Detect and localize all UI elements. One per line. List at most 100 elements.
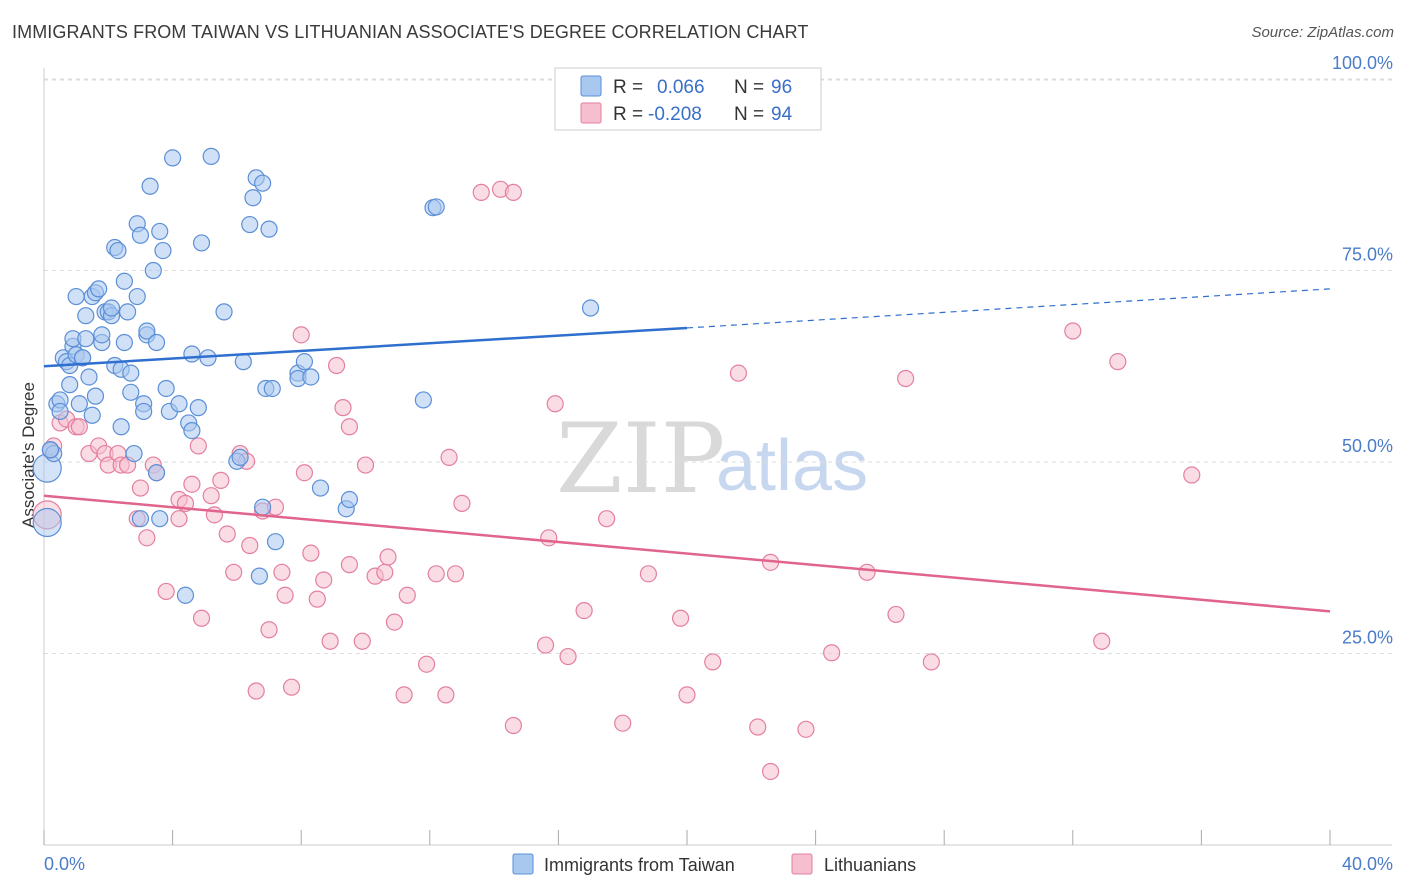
lithuanians-point: [273, 563, 291, 581]
lithuanians-point: [241, 536, 259, 555]
lithuanians-point: [453, 494, 471, 512]
lithuanians-point: [334, 399, 352, 417]
x-tick-label: 0.0%: [44, 854, 85, 874]
taiwan-point: [266, 533, 285, 551]
taiwan-point: [73, 349, 92, 367]
taiwan-point: [122, 364, 140, 382]
lithuanians-point: [575, 602, 593, 620]
lithuanians-point: [340, 418, 359, 436]
taiwan-point: [263, 379, 281, 398]
taiwan-point: [581, 299, 600, 317]
trend-line-taiwan-extension: [686, 288, 1331, 329]
lithuanians-point: [823, 644, 841, 662]
lithuanians-point: [131, 479, 150, 497]
legend-r-label: R =: [613, 104, 643, 125]
watermark-atlas: atlas: [716, 426, 868, 506]
legend-n-value: 96: [771, 77, 792, 98]
taiwan-point: [254, 174, 272, 192]
series-immigrants-from-taiwan: [32, 147, 600, 604]
lithuanians-point: [138, 529, 156, 547]
lithuanians-point: [671, 609, 690, 627]
lithuanians-point: [205, 506, 223, 524]
taiwan-point: [234, 353, 252, 371]
taiwan-point: [231, 448, 249, 467]
lithuanians-point: [1109, 353, 1127, 371]
lithuanians-point: [385, 613, 404, 631]
lithuanians-point: [922, 653, 940, 671]
lithuanians-point: [504, 716, 522, 735]
lithuanians-point: [761, 762, 780, 781]
lithuanians-point: [749, 718, 767, 736]
taiwan-point: [77, 307, 95, 325]
taiwan-point: [128, 287, 146, 306]
taiwan-point: [260, 220, 278, 238]
legend-n-label: N =: [734, 104, 764, 125]
legend-swatch-pink: [580, 102, 602, 124]
taiwan-point: [109, 241, 127, 260]
x-tick-labels: 0.0% 40.0%: [44, 854, 1393, 874]
taiwan-point: [70, 395, 88, 413]
lithuanians-point: [302, 544, 320, 562]
lithuanians-point: [398, 586, 416, 604]
x-tick-label: 40.0%: [1342, 854, 1393, 874]
y-tick-label: 50.0%: [1342, 436, 1393, 456]
legend-r-value: -0.208: [648, 104, 702, 125]
trend-lines: [43, 288, 1331, 613]
lithuanians-point: [276, 586, 294, 604]
lithuanians-point: [546, 395, 564, 413]
lithuanians-point: [614, 714, 632, 732]
lithuanians-point: [427, 565, 445, 583]
lithuanians-point: [321, 632, 339, 650]
lithuanians-point: [183, 475, 201, 493]
taiwan-point: [122, 383, 140, 401]
lithuanians-point: [356, 456, 375, 474]
lithuanians-point: [192, 609, 211, 627]
watermark-zip: ZIP: [556, 403, 725, 515]
taiwan-point: [112, 418, 130, 436]
lithuanians-point: [1183, 466, 1201, 484]
lithuanians-point: [446, 565, 465, 583]
lithuanians-point: [1064, 322, 1082, 340]
lithuanians-point: [225, 563, 243, 581]
lithuanians-point: [315, 571, 333, 589]
taiwan-point: [414, 391, 432, 409]
bottom-legend-swatch-pink: [791, 853, 813, 875]
lithuanians-point: [260, 621, 278, 639]
taiwan-point: [215, 303, 233, 321]
legend-n-value: 94: [771, 104, 793, 125]
lithuanians-point: [858, 563, 876, 581]
lithuanians-point: [639, 565, 658, 583]
taiwan-point: [141, 177, 159, 195]
taiwan-point: [151, 222, 169, 241]
taiwan-point: [295, 353, 314, 371]
taiwan-point: [302, 368, 320, 386]
lithuanians-point: [292, 326, 310, 344]
taiwan-point: [144, 261, 162, 280]
lithuanians-point: [170, 510, 188, 528]
taiwan-point: [340, 490, 359, 509]
taiwan-point: [86, 387, 105, 405]
y-tick-labels: 25.0% 50.0% 75.0% 100.0%: [1332, 53, 1393, 648]
legend-box: R = 0.066 N = 96 R = -0.208 N = 94: [554, 67, 822, 131]
lithuanians-point: [729, 364, 748, 382]
taiwan-point: [183, 421, 201, 440]
lithuanians-point: [417, 655, 436, 673]
legend-r-label: R =: [613, 77, 643, 98]
taiwan-point: [77, 330, 95, 348]
lithuanians-point: [295, 464, 314, 482]
watermark: ZIP atlas: [556, 403, 868, 515]
lithuanians-point: [379, 548, 397, 566]
y-tick-label: 25.0%: [1342, 628, 1393, 648]
trend-line-taiwan: [43, 326, 688, 368]
taiwan-point: [90, 280, 108, 298]
taiwan-point: [427, 198, 445, 216]
taiwan-point: [80, 368, 98, 386]
lithuanians-point: [887, 605, 905, 624]
bottom-legend-swatch-blue: [512, 853, 534, 875]
lithuanians-point: [540, 529, 558, 547]
taiwan-point: [135, 402, 153, 421]
taiwan-point: [115, 272, 133, 290]
taiwan-point: [83, 406, 101, 424]
lithuanians-point: [1093, 632, 1111, 650]
